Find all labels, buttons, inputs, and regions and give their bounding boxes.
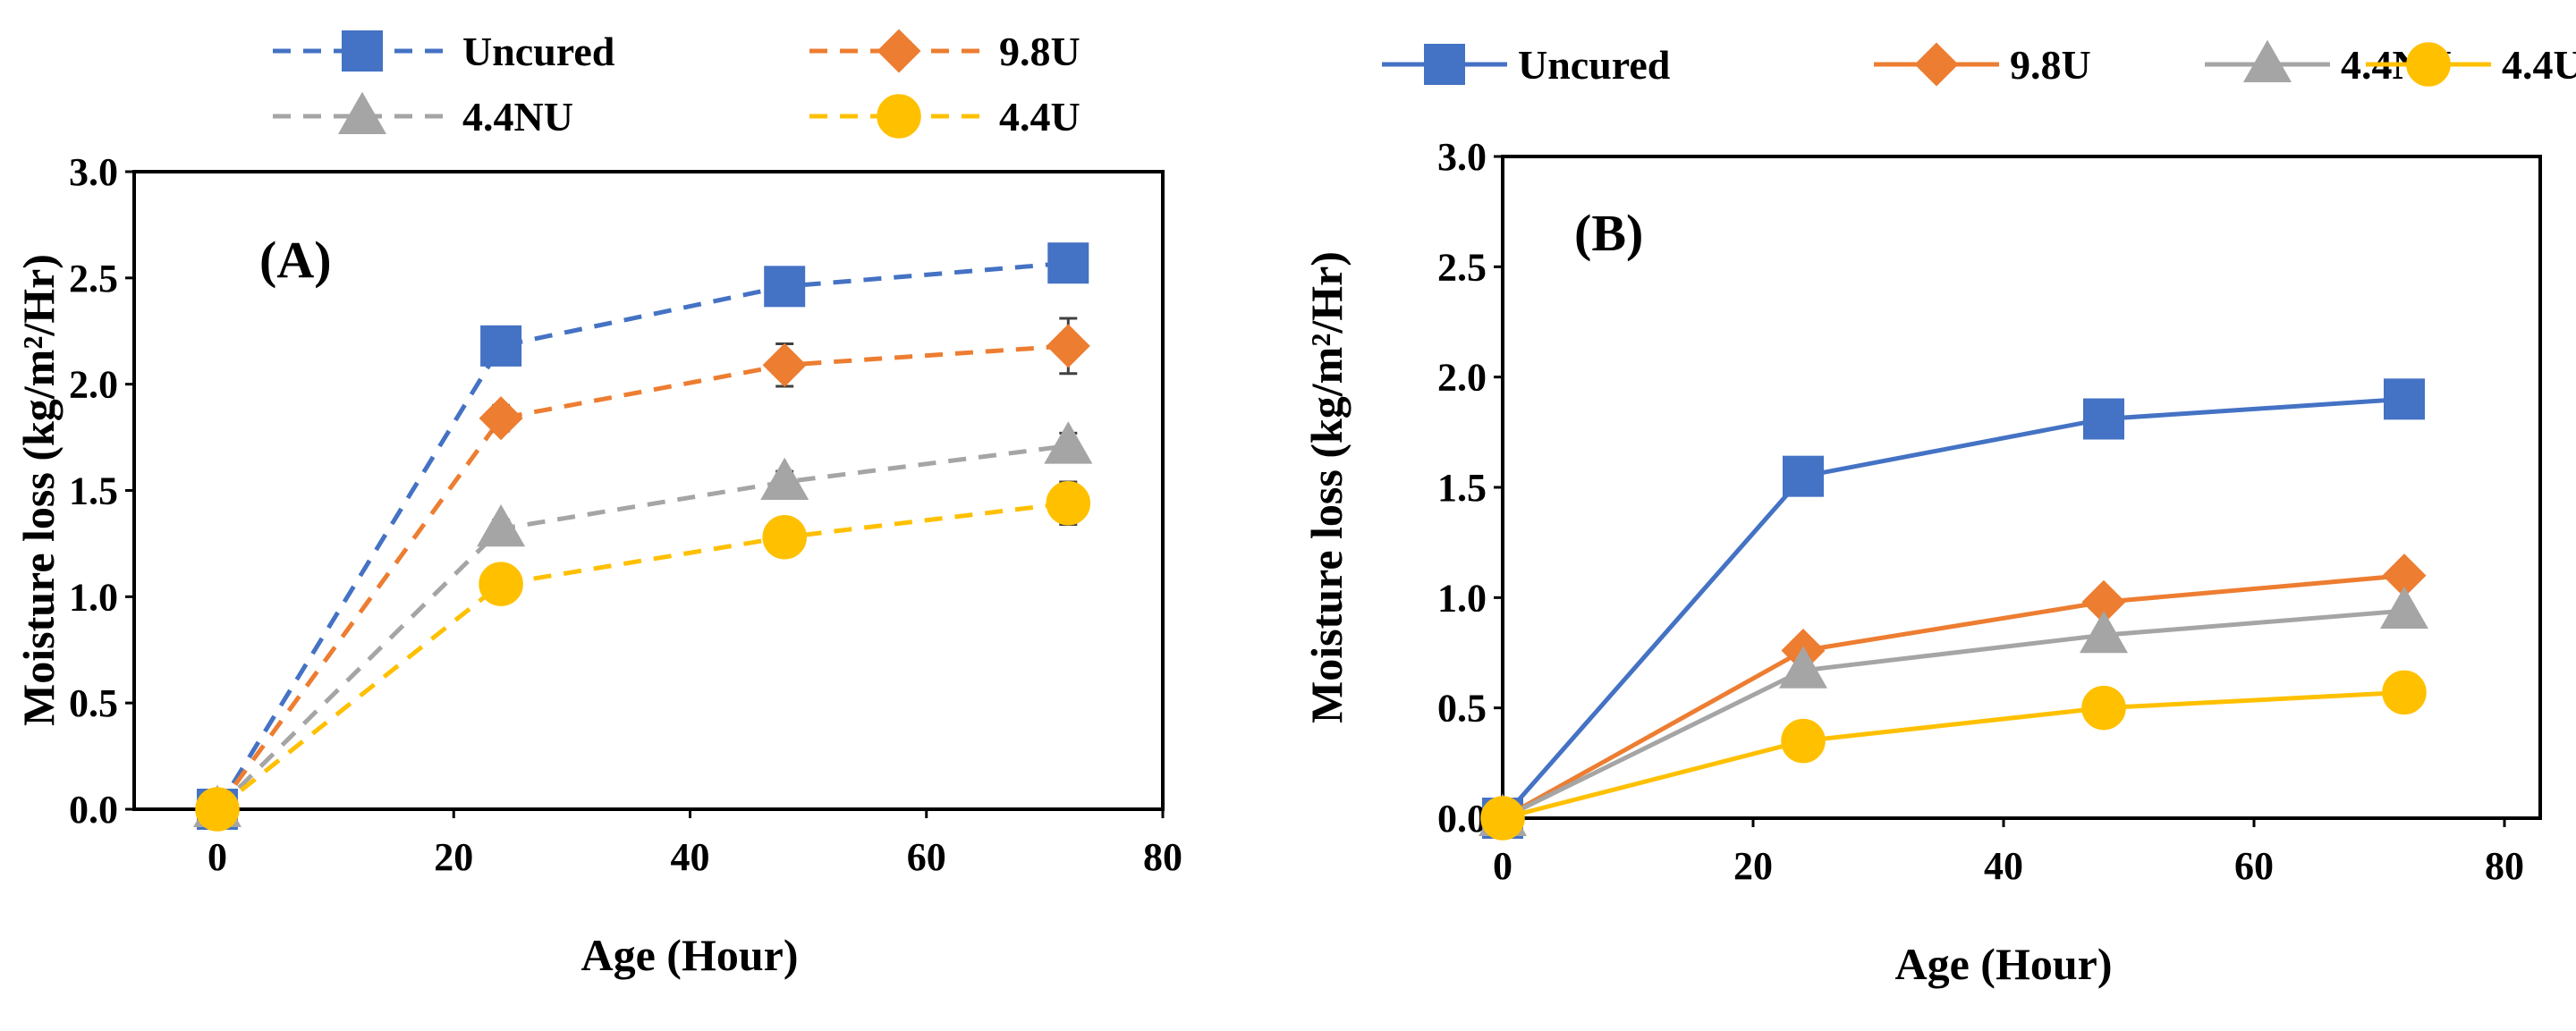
chart-panel-a: 0.0 0.5 1.0 1.5 2.0 2.5 3.0 0 20 40 60 80 Age (Hour)… — [13, 29, 1182, 980]
y-tick-label: 0.5 — [1437, 687, 1487, 731]
legend-marker — [877, 94, 921, 139]
data-point — [760, 457, 809, 500]
legend-marker — [2406, 42, 2451, 87]
data-point — [1046, 324, 1090, 368]
series-line — [1502, 689, 2405, 821]
legend-entry: 9.8U — [809, 29, 1080, 74]
y-tick-label: 1.5 — [69, 469, 118, 513]
data-point — [1047, 242, 1089, 284]
y-tick-label: 2.5 — [1437, 245, 1487, 289]
series-line — [215, 343, 1069, 811]
y-tick-label: 3.0 — [1437, 135, 1487, 179]
x-tick-label: 20 — [1733, 844, 1773, 888]
legend-label: Uncured — [462, 29, 615, 74]
legend-entry: 4.4U — [2366, 42, 2576, 88]
x-tick-label: 60 — [907, 835, 946, 879]
y-tick-label: 1.0 — [1437, 576, 1487, 620]
x-tick-label: 80 — [2485, 844, 2524, 888]
legend-marker — [337, 91, 387, 134]
y-tick-label: 3.0 — [69, 150, 118, 194]
data-point — [764, 266, 806, 308]
y-tick-label: 0.0 — [69, 788, 118, 832]
panel-label: (A) — [259, 231, 332, 289]
data-point — [2382, 670, 2427, 715]
x-tick-label: 20 — [434, 835, 473, 879]
legend-entry: Uncured — [1382, 42, 1671, 88]
series-uncured — [1482, 378, 2425, 839]
data-point — [1480, 796, 1525, 841]
data-point — [2081, 685, 2126, 731]
x-tick-label: 0 — [208, 835, 227, 879]
chart-panel-b: 0.0 0.5 1.0 1.5 2.0 2.5 3.0 0 20 40 60 80 Age (Hour)… — [1301, 39, 2576, 989]
legend-entry: 4.4NU — [273, 91, 573, 139]
legend-entry: 4.4U — [809, 94, 1080, 139]
data-point — [480, 325, 522, 367]
y-axis-title: Moisture loss (kg/m²/Hr) — [13, 254, 64, 726]
series-line — [1501, 573, 2405, 821]
x-tick-label: 40 — [1984, 844, 2023, 888]
series-uncured — [197, 242, 1089, 830]
y-tick-label: 2.0 — [1437, 356, 1487, 400]
data-point — [479, 396, 523, 441]
legend-label: 9.8U — [999, 29, 1080, 74]
series-line — [1501, 396, 2405, 820]
legend-label: 4.4U — [2502, 42, 2576, 88]
data-point — [479, 562, 523, 606]
legend-marker — [877, 29, 921, 73]
x-tick-label: 0 — [1493, 844, 1513, 888]
legend-label: 9.8U — [2010, 42, 2091, 88]
legend-marker — [1424, 44, 1465, 85]
legend-entry: Uncured — [273, 29, 615, 74]
data-point — [1781, 718, 1826, 764]
y-tick-label: 0.5 — [69, 681, 118, 725]
series-line — [215, 260, 1069, 811]
data-point — [2083, 398, 2124, 440]
y-tick-label: 2.0 — [69, 363, 118, 407]
y-tick-label: 1.5 — [1437, 466, 1487, 510]
data-point — [762, 342, 807, 387]
data-point — [762, 515, 807, 560]
data-point — [2379, 586, 2429, 630]
data-point — [195, 787, 240, 832]
series-line — [216, 444, 1069, 811]
data-point — [477, 503, 526, 547]
data-point — [1783, 455, 1824, 497]
data-point — [1046, 481, 1091, 526]
data-point — [1778, 646, 1828, 689]
x-axis-title: Age (Hour) — [581, 930, 799, 980]
legend-marker — [2242, 39, 2292, 82]
legend-label: 4.4NU — [462, 94, 573, 139]
y-axis-title: Moisture loss (kg/m²/Hr) — [1301, 251, 1352, 723]
y-tick-label: 1.0 — [69, 575, 118, 619]
legend-marker — [342, 30, 383, 72]
data-point — [2079, 610, 2129, 654]
legend-label: 4.4U — [999, 94, 1080, 139]
series-line — [216, 501, 1069, 811]
x-tick-label: 40 — [671, 835, 710, 879]
x-tick-label: 60 — [2234, 844, 2274, 888]
x-axis-title: Age (Hour) — [1895, 939, 2113, 989]
panel-label: (B) — [1574, 204, 1643, 262]
series-4-4u — [1480, 670, 2427, 841]
series-4-4u — [195, 480, 1091, 832]
series-9-8u — [195, 317, 1090, 832]
x-tick-label: 80 — [1143, 835, 1182, 879]
y-tick-label: 2.5 — [69, 257, 118, 300]
data-point — [1044, 421, 1093, 464]
legend-entry: 9.8U — [1874, 42, 2091, 88]
series-line — [1501, 608, 2405, 821]
y-tick-label: 0.0 — [1437, 797, 1487, 841]
legend-label: Uncured — [1518, 42, 1671, 88]
data-point — [2384, 378, 2425, 420]
legend-marker — [1914, 42, 1959, 87]
